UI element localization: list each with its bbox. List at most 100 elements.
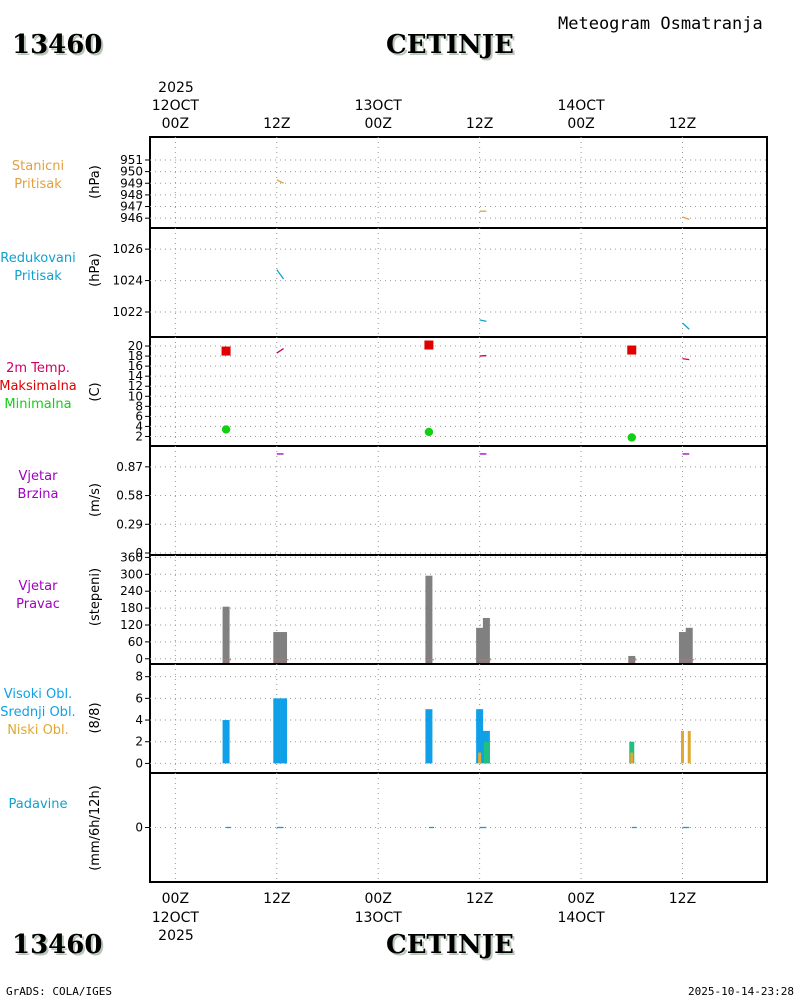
y-tick-label: 360 [120,550,143,564]
parameter-label: Visoki Obl. [4,687,72,702]
time-date-bottom: 12OCT [152,910,200,926]
y-tick-label: 10 [128,389,143,403]
max-temp-marker [221,346,231,356]
y-tick-label: 14 [128,369,143,383]
parameter-label: Vjetar [19,579,59,594]
time-date-bottom: 13OCT [355,910,403,926]
y-axis-label: (stepeni) [88,568,103,626]
parameter-label: Pritisak [14,269,62,284]
time-hour-bottom: 12Z [466,891,493,907]
parameter-label: Minimalna [4,397,71,412]
series-segment [479,319,487,323]
min-temp-marker [424,427,434,437]
panel-frame [149,227,768,338]
station-name-top: CETINJE [386,30,514,60]
y-tick-label: 947 [120,200,143,214]
cloud-bar [680,730,684,764]
y-tick-label: 0 [135,756,143,770]
panel-frame [149,663,768,774]
y-axis-label: (hPa) [88,165,103,199]
parameter-label: Srednji Obl. [0,705,75,720]
time-hour-bottom: 12Z [669,891,696,907]
cloud-bar [476,709,484,764]
series-segment [276,347,284,354]
y-tick-label: 240 [120,584,143,598]
max-temp-marker [424,340,434,350]
wind-dir-bar [273,632,281,663]
series-segment [479,354,487,357]
y-tick-label: 1026 [112,242,143,256]
wind-dir-bar [222,606,230,663]
y-tick-label: 949 [120,176,143,190]
y-tick-label: 180 [120,601,143,615]
y-axis-label: (C) [88,382,103,401]
time-date-top: 13OCT [355,98,403,114]
cloud-bar [273,698,281,764]
cloud-bar [478,752,482,764]
parameter-label: Vjetar [19,469,59,484]
wind-dir-bar [425,575,433,663]
y-tick-label: 6 [135,691,143,705]
series-segment [276,269,285,280]
y-tick-label: 20 [128,339,143,353]
y-axis-label: (8/8) [88,702,103,733]
y-tick-label: 946 [120,211,143,225]
series-segment [682,357,690,361]
cloud-bar [483,741,489,764]
parameter-label: Redukovani [0,251,75,266]
y-axis-label: (hPa) [88,253,103,287]
parameter-label: Stanicni [12,159,64,174]
min-temp-marker [627,433,636,442]
y-tick-label: 60 [128,635,143,649]
panel-frame [149,772,768,883]
panel-frame [149,554,768,665]
panel-wind_speed [145,445,768,556]
y-axis-label: (m/s) [88,483,103,517]
meteogram-title: Meteogram Osmatranja [558,14,763,34]
wind-dir-bar [685,627,693,663]
panel-temperature [145,336,768,447]
y-tick-label: 950 [120,165,143,179]
time-hour-top: 00Z [567,116,594,132]
panel-wind_direction [145,554,768,665]
series-segment [682,322,690,330]
y-tick-label: 948 [120,188,143,202]
y-tick-label: 16 [128,359,143,373]
station-name-bottom: CETINJE [386,930,514,960]
wind-dir-bar [476,627,484,663]
series-segment [682,216,690,220]
time-date-top: 14OCT [557,98,605,114]
y-tick-label: 1022 [112,305,143,319]
series-segment [276,179,284,184]
y-tick-label: 4 [135,713,143,727]
footer-credit: GrADS: COLA/IGES [6,985,112,998]
time-date-top: 12OCT [152,98,200,114]
time-hour-top: 00Z [365,116,392,132]
station-id-bottom: 13460 [12,930,103,960]
panel-precipitation [145,772,768,883]
cloud-bar [222,720,230,764]
y-tick-label: 0 [135,546,143,560]
y-tick-label: 8 [135,399,143,413]
parameter-label: Maksimalna [0,379,77,394]
y-tick-label: 300 [120,567,143,581]
year-label-bottom: 2025 [158,928,194,944]
time-hour-bottom: 00Z [365,891,392,907]
footer-timestamp: 2025-10-14-23:28 [688,985,794,998]
time-hour-bottom: 00Z [162,891,189,907]
time-hour-top: 12Z [263,116,290,132]
y-tick-label: 2 [135,735,143,749]
time-hour-top: 12Z [466,116,493,132]
min-temp-marker [221,425,231,434]
parameter-label: Brzina [18,487,59,502]
panel-reduced_pressure [145,227,768,338]
y-tick-label: 4 [135,419,143,433]
max-temp-marker [627,345,637,355]
time-hour-top: 12Z [669,116,696,132]
y-tick-label: 12 [128,379,143,393]
y-tick-label: 120 [120,618,143,632]
parameter-label: Padavine [9,797,68,812]
panel-frame [149,445,768,556]
panel-frame [149,336,768,447]
